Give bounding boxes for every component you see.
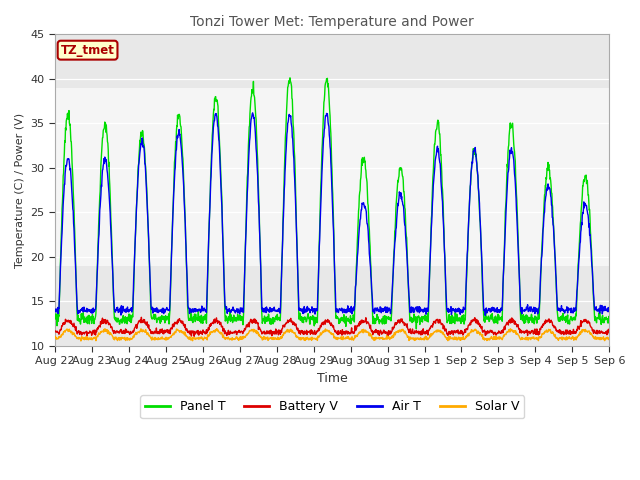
Air T bbox=[175, 131, 182, 137]
Solar V bbox=[161, 336, 169, 341]
Air T bbox=[481, 312, 489, 318]
Battery V bbox=[605, 331, 613, 336]
Y-axis label: Temperature (C) / Power (V): Temperature (C) / Power (V) bbox=[15, 112, 25, 267]
Panel T bbox=[605, 319, 613, 325]
Solar V bbox=[77, 338, 84, 344]
Line: Air T: Air T bbox=[55, 113, 609, 315]
Battery V bbox=[138, 314, 145, 320]
Panel T bbox=[412, 326, 420, 332]
Battery V bbox=[51, 328, 59, 334]
Air T bbox=[419, 309, 426, 314]
Solar V bbox=[605, 337, 613, 343]
Text: TZ_tmet: TZ_tmet bbox=[61, 44, 115, 57]
Title: Tonzi Tower Met: Temperature and Power: Tonzi Tower Met: Temperature and Power bbox=[190, 15, 474, 29]
Solar V bbox=[51, 334, 59, 339]
Battery V bbox=[385, 334, 392, 339]
Legend: Panel T, Battery V, Air T, Solar V: Panel T, Battery V, Air T, Solar V bbox=[140, 396, 524, 419]
Battery V bbox=[175, 317, 182, 323]
X-axis label: Time: Time bbox=[317, 372, 348, 384]
Battery V bbox=[540, 321, 548, 327]
Battery V bbox=[492, 329, 499, 335]
Solar V bbox=[237, 335, 245, 340]
Line: Solar V: Solar V bbox=[55, 329, 609, 341]
Air T bbox=[605, 305, 613, 311]
Solar V bbox=[492, 336, 499, 342]
Line: Panel T: Panel T bbox=[55, 78, 609, 329]
Solar V bbox=[175, 328, 182, 334]
Panel T bbox=[286, 75, 294, 81]
Line: Battery V: Battery V bbox=[55, 317, 609, 336]
Battery V bbox=[419, 327, 427, 333]
Panel T bbox=[175, 112, 182, 118]
Panel T bbox=[540, 200, 548, 206]
Air T bbox=[540, 211, 548, 216]
Air T bbox=[249, 110, 257, 116]
Air T bbox=[161, 310, 169, 315]
Solar V bbox=[213, 326, 221, 332]
Panel T bbox=[419, 314, 427, 320]
Air T bbox=[237, 305, 244, 311]
Battery V bbox=[161, 330, 169, 336]
Bar bbox=[55, 88, 609, 265]
Panel T bbox=[161, 320, 169, 326]
Panel T bbox=[492, 315, 499, 321]
Panel T bbox=[237, 317, 244, 323]
Solar V bbox=[419, 336, 427, 342]
Battery V bbox=[237, 329, 244, 335]
Solar V bbox=[540, 331, 548, 336]
Panel T bbox=[51, 312, 59, 317]
Air T bbox=[51, 306, 59, 312]
Air T bbox=[492, 308, 499, 313]
